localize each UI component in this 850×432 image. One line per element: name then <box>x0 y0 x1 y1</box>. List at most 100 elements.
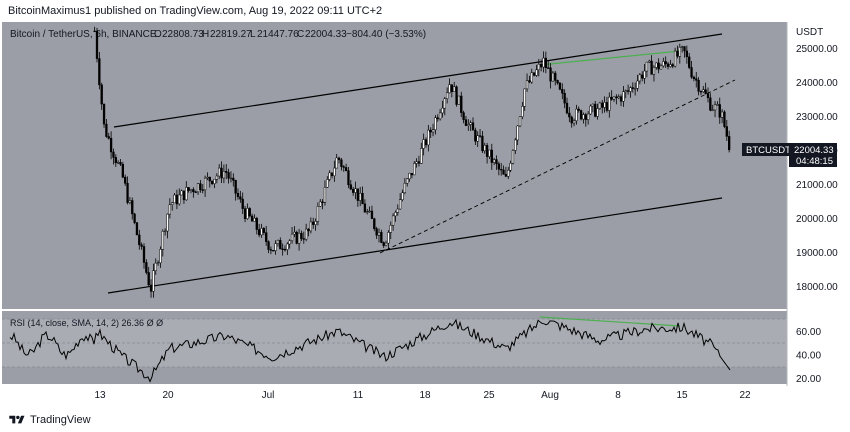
candle-body <box>126 183 129 203</box>
candle-body <box>638 74 642 82</box>
candle <box>511 149 515 165</box>
candle <box>370 205 374 219</box>
candle <box>255 216 258 235</box>
candle-body <box>523 88 526 107</box>
candle <box>258 223 261 238</box>
candle <box>279 237 282 250</box>
candle-body <box>394 212 397 217</box>
candle-body <box>516 125 519 141</box>
candle-body <box>420 148 423 164</box>
candle-body <box>424 139 428 146</box>
candle-body <box>375 228 378 236</box>
candle <box>509 160 512 173</box>
candle-body <box>161 230 164 250</box>
candle-body <box>279 240 282 250</box>
price-tick-label: 20000.00 <box>796 214 838 225</box>
candle <box>281 243 284 256</box>
candle <box>669 59 672 68</box>
open-label: O <box>154 29 162 40</box>
candle-body <box>490 149 493 163</box>
candle <box>626 84 630 95</box>
candle-body <box>194 191 197 193</box>
candle-body <box>704 89 707 95</box>
candle <box>718 97 721 124</box>
candle-body <box>316 206 320 222</box>
candle-body <box>98 58 101 86</box>
candle <box>124 174 127 186</box>
candle-body <box>107 136 110 139</box>
candle <box>182 190 186 204</box>
candle-body <box>265 232 268 242</box>
candle <box>330 172 334 179</box>
candle <box>634 82 637 96</box>
candle-body <box>617 96 620 99</box>
candle-body <box>229 177 233 180</box>
candle-body <box>474 129 477 142</box>
candle-body <box>514 139 517 151</box>
candle-body <box>652 67 656 75</box>
candle-body <box>565 102 569 114</box>
footer[interactable]: TradingView <box>8 412 91 428</box>
candle-body <box>295 231 298 244</box>
candle <box>128 196 132 205</box>
price-axis[interactable]: 25000.0024000.0023000.0022000.0021000.00… <box>796 44 838 293</box>
candle <box>420 142 423 164</box>
candle <box>728 130 731 153</box>
candle <box>248 207 251 218</box>
time-axis[interactable]: 13 20 Jul 11 18 25 Aug 8 15 22 <box>94 390 751 401</box>
candle-body <box>154 262 157 271</box>
candle-body <box>328 172 331 180</box>
candle-body <box>657 62 660 70</box>
candle <box>612 96 616 102</box>
candle-body <box>326 179 329 188</box>
candle <box>720 109 724 124</box>
candle <box>709 93 712 112</box>
candle <box>467 119 470 131</box>
candle-body <box>659 65 663 70</box>
candle <box>424 137 428 148</box>
last-price-tag[interactable]: BTCUSDT 22004.33 04:48:15 <box>742 143 837 167</box>
candle-body <box>483 145 486 152</box>
candle <box>142 243 146 269</box>
candle-body <box>469 122 472 125</box>
candle <box>241 192 244 215</box>
candle-body <box>159 249 162 264</box>
candle-body <box>532 72 536 76</box>
candle <box>173 193 176 204</box>
candle <box>180 189 183 196</box>
candle <box>438 109 442 121</box>
candle <box>429 127 432 138</box>
candle <box>598 101 602 110</box>
price-panel <box>2 22 787 309</box>
candle-body <box>269 249 273 251</box>
rsi-tick-label: 20.00 <box>796 374 821 385</box>
candle-body <box>203 177 207 191</box>
candle-body <box>100 84 103 105</box>
channel-upper-line <box>113 33 723 128</box>
candle <box>171 201 174 211</box>
candle <box>483 142 486 154</box>
rsi-axis[interactable]: 60.00 40.00 20.00 <box>796 327 821 385</box>
candle-body <box>208 176 211 182</box>
candle-body <box>276 240 280 244</box>
candle <box>563 89 566 109</box>
candle-body <box>450 84 454 92</box>
candle-body <box>431 129 435 133</box>
candle <box>377 228 381 243</box>
candle-body <box>709 97 712 111</box>
candle <box>107 132 110 140</box>
candle <box>316 202 320 226</box>
candle <box>648 59 651 64</box>
candle <box>556 79 559 85</box>
candle-body <box>629 87 632 92</box>
candle <box>302 231 305 244</box>
candle-body <box>135 222 139 236</box>
candle <box>500 163 503 176</box>
candle <box>582 112 585 124</box>
candle-body <box>622 91 625 102</box>
candle-body <box>683 46 686 52</box>
candle-body <box>713 104 717 111</box>
candle <box>645 61 649 78</box>
candle-body <box>124 176 127 184</box>
